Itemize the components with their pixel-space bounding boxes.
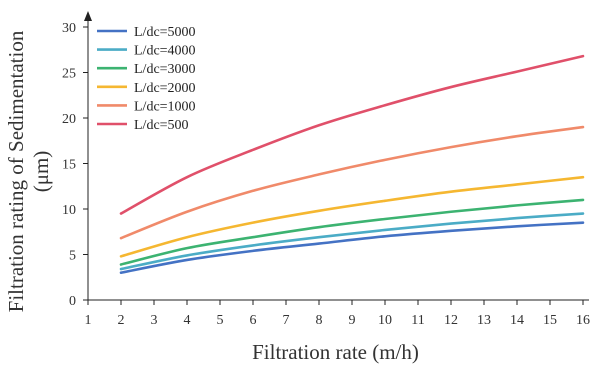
y-tick-label: 15 bbox=[62, 158, 76, 173]
x-tick-label: 13 bbox=[477, 313, 491, 328]
legend-label-5: L/dc=500 bbox=[134, 118, 189, 133]
x-tick-label: 8 bbox=[316, 313, 323, 328]
y-tick-label: 5 bbox=[69, 249, 76, 264]
x-tick-label: 2 bbox=[118, 313, 125, 328]
series-line-2 bbox=[119, 198, 585, 266]
series-line-1 bbox=[119, 212, 585, 271]
series-line-0 bbox=[119, 221, 585, 274]
x-tick-label: 12 bbox=[444, 313, 458, 328]
x-axis-title: Filtration rate (m/h) bbox=[252, 340, 419, 364]
legend-label-0: L/dc=5000 bbox=[134, 25, 196, 40]
y-tick-label: 0 bbox=[69, 294, 76, 309]
x-tick-label: 6 bbox=[250, 313, 257, 328]
x-tick-label: 5 bbox=[217, 313, 224, 328]
legend-label-1: L/dc=4000 bbox=[134, 44, 196, 59]
x-tick-label: 1 bbox=[85, 313, 92, 328]
x-tick-label: 15 bbox=[543, 313, 557, 328]
y-tick-label: 30 bbox=[62, 21, 76, 36]
y-tick-label: 20 bbox=[62, 112, 76, 127]
legend-label-4: L/dc=1000 bbox=[134, 99, 196, 114]
x-tick-label: 9 bbox=[349, 313, 356, 328]
x-tick-label: 4 bbox=[184, 313, 191, 328]
series-line-4 bbox=[119, 125, 585, 240]
legend: L/dc=5000 L/dc=4000 L/dc=3000 L/dc=2000 L/dc… bbox=[97, 25, 196, 133]
y-axis-arrowhead bbox=[84, 11, 92, 21]
x-tick-label: 7 bbox=[283, 313, 290, 328]
legend-label-2: L/dc=3000 bbox=[134, 62, 196, 77]
series-line-5 bbox=[119, 54, 585, 215]
y-axis-title-line1: Filtration rating of Sedimentation bbox=[4, 30, 28, 312]
series-lines bbox=[119, 54, 585, 274]
x-tick-label: 10 bbox=[378, 313, 392, 328]
y-tick-label: 25 bbox=[62, 67, 76, 82]
x-tick-label: 3 bbox=[151, 313, 158, 328]
x-tick-label: 11 bbox=[411, 313, 424, 328]
y-tick-label: 10 bbox=[62, 203, 76, 218]
series-line-3 bbox=[119, 175, 585, 258]
y-axis-title-line2: (μm) bbox=[29, 151, 53, 193]
x-tick-label: 16 bbox=[576, 313, 590, 328]
x-tick-label: 14 bbox=[510, 313, 524, 328]
legend-label-3: L/dc=2000 bbox=[134, 81, 196, 96]
